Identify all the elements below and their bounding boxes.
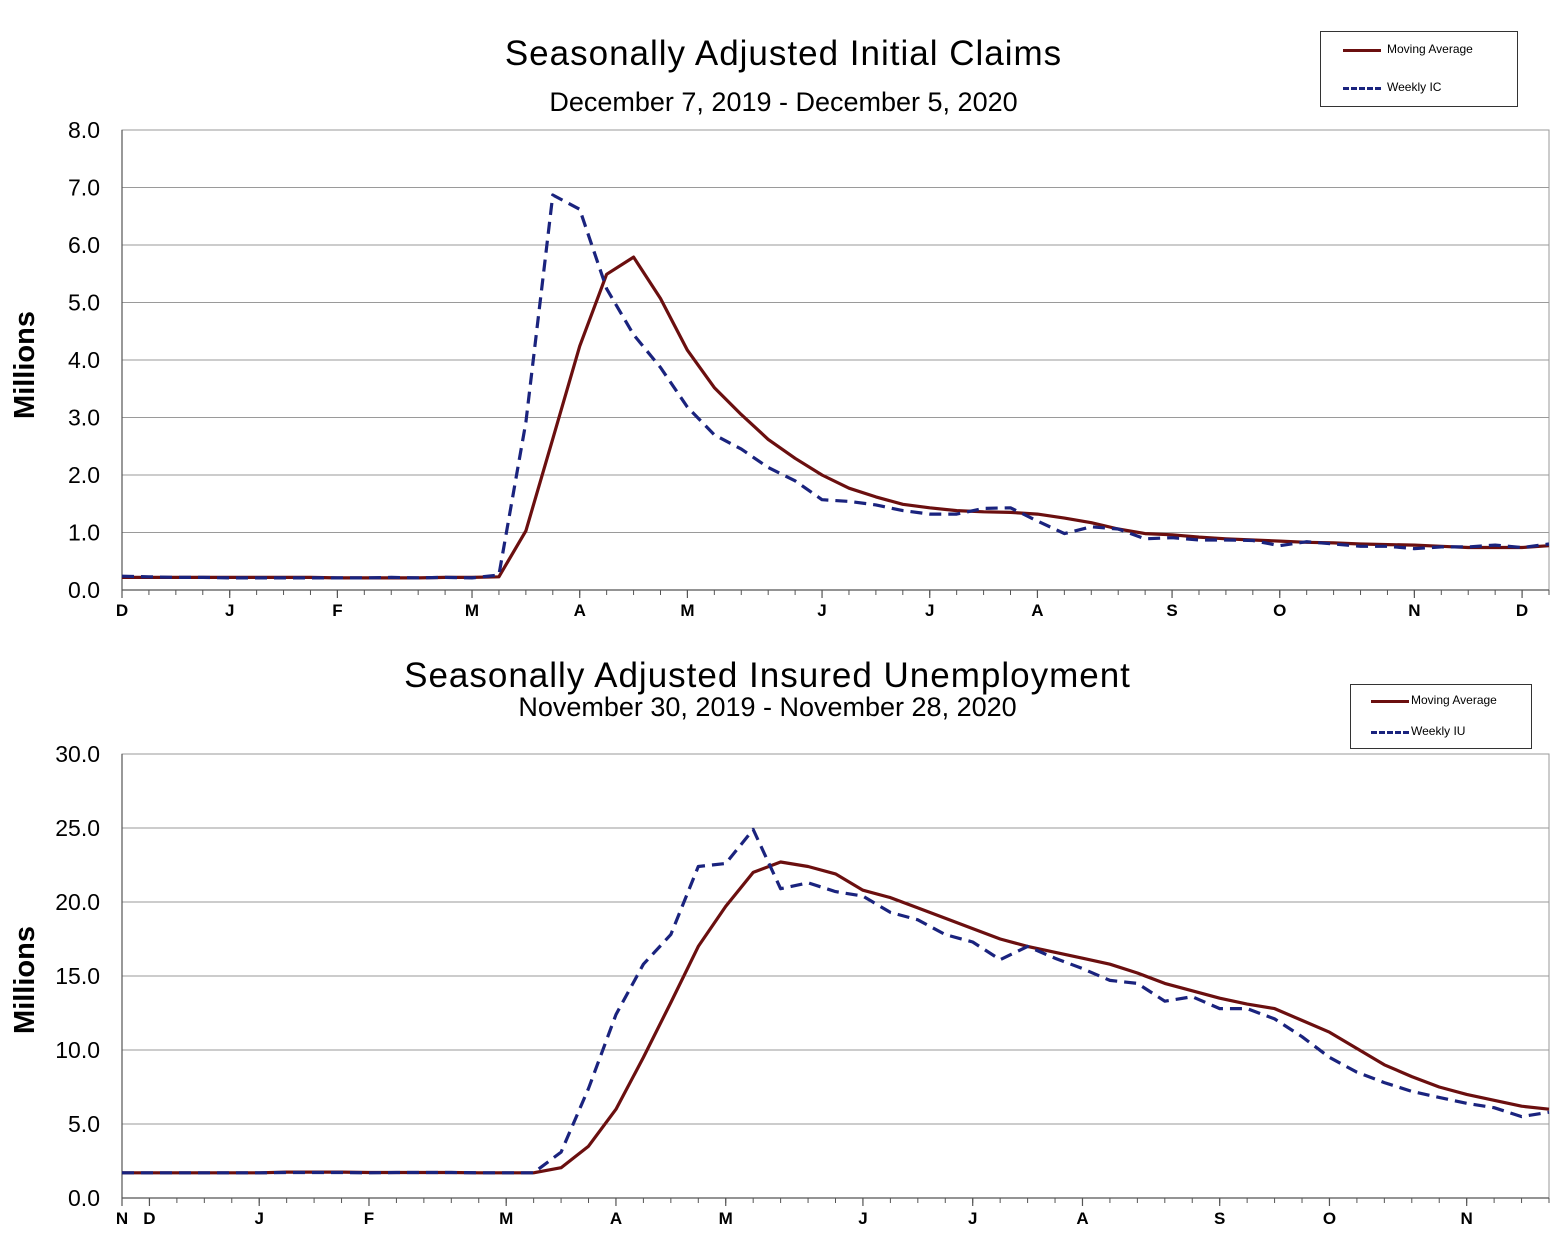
chart-legend: Moving Average Weekly IU xyxy=(1350,684,1532,749)
y-tick-label: 0.0 xyxy=(68,577,100,603)
legend-label: Moving Average xyxy=(1411,693,1497,707)
x-tick-label: J xyxy=(225,601,234,620)
x-tick-label: M xyxy=(680,601,694,620)
x-tick-label: S xyxy=(1214,1209,1225,1228)
chart-title: Seasonally Adjusted Insured Unemployment xyxy=(404,656,1131,695)
x-tick-label: O xyxy=(1273,601,1286,620)
legend-item-weekly-ic: Weekly IC xyxy=(1321,80,1517,96)
plot-area: 0.0 1.0 2.0 3.0 4.0 5.0 6.0 7.0 8.0 Millions D J F M A… xyxy=(9,117,1550,620)
legend-item-moving-average: Moving Average xyxy=(1321,42,1517,58)
x-tick-label: D xyxy=(143,1209,155,1228)
x-tick-label: N xyxy=(116,1209,128,1228)
legend-swatch-solid xyxy=(1371,700,1409,703)
x-tick-label: D xyxy=(116,601,128,620)
y-tick-label: 6.0 xyxy=(68,232,100,258)
x-tick-label: M xyxy=(465,601,479,620)
series-weekly-line xyxy=(122,827,1550,1175)
x-tick-label: O xyxy=(1323,1209,1336,1228)
y-axis-label: Millions xyxy=(9,926,41,1034)
x-tick-label: A xyxy=(610,1209,622,1228)
x-tick-label: F xyxy=(332,601,342,620)
chart-subtitle: December 7, 2019 - December 5, 2020 xyxy=(549,87,1018,117)
y-tick-label: 0.0 xyxy=(68,1185,100,1211)
x-tick-label: J xyxy=(858,1209,867,1228)
y-tick-label: 7.0 xyxy=(68,175,100,201)
x-tick-label: N xyxy=(1461,1209,1473,1228)
legend-label: Weekly IU xyxy=(1411,724,1466,738)
x-tick-label: F xyxy=(364,1209,374,1228)
y-tick-label: 3.0 xyxy=(68,405,100,431)
x-tick-label: M xyxy=(499,1209,513,1228)
chart-legend: Moving Average Weekly IC xyxy=(1320,31,1518,107)
x-tick-label: A xyxy=(1031,601,1043,620)
legend-swatch-dashed xyxy=(1371,731,1409,734)
x-tick-label: S xyxy=(1166,601,1177,620)
x-tick-label: N xyxy=(1408,601,1420,620)
x-tick-label: J xyxy=(925,601,934,620)
initial-claims-chart: Seasonally Adjusted Initial Claims Decem… xyxy=(9,31,1550,620)
y-tick-label: 5.0 xyxy=(68,1111,100,1137)
x-tick-label: J xyxy=(968,1209,977,1228)
x-tick-label: J xyxy=(817,601,826,620)
legend-item-weekly-iu: Weekly IU xyxy=(1351,724,1531,740)
y-tick-label: 25.0 xyxy=(55,815,100,841)
y-tick-label: 15.0 xyxy=(55,963,100,989)
x-tick-label: M xyxy=(719,1209,733,1228)
y-tick-label: 20.0 xyxy=(55,889,100,915)
insured-unemployment-chart: Seasonally Adjusted Insured Unemployment… xyxy=(0,625,1567,1243)
y-tick-label: 10.0 xyxy=(55,1037,100,1063)
legend-swatch-solid xyxy=(1343,49,1381,52)
y-tick-label: 4.0 xyxy=(68,347,100,373)
series-moving-average-line xyxy=(122,860,1550,1175)
y-tick-label: 5.0 xyxy=(68,290,100,316)
y-tick-label: 8.0 xyxy=(68,117,100,143)
y-tick-label: 2.0 xyxy=(68,462,100,488)
x-tick-label: J xyxy=(254,1209,263,1228)
legend-swatch-dashed xyxy=(1343,87,1381,90)
legend-label: Moving Average xyxy=(1387,42,1473,56)
x-tick-label: D xyxy=(1516,601,1528,620)
y-axis-label: Millions xyxy=(9,311,41,419)
x-tick-label: A xyxy=(574,601,586,620)
x-tick-label: A xyxy=(1076,1209,1088,1228)
y-tick-label: 1.0 xyxy=(68,520,100,546)
y-tick-label: 30.0 xyxy=(55,741,100,767)
series-weekly-line xyxy=(121,193,1550,580)
legend-label: Weekly IC xyxy=(1387,80,1442,94)
legend-item-moving-average: Moving Average xyxy=(1351,693,1531,709)
chart-subtitle: November 30, 2019 - November 28, 2020 xyxy=(518,692,1017,722)
chart-title: Seasonally Adjusted Initial Claims xyxy=(504,34,1063,73)
